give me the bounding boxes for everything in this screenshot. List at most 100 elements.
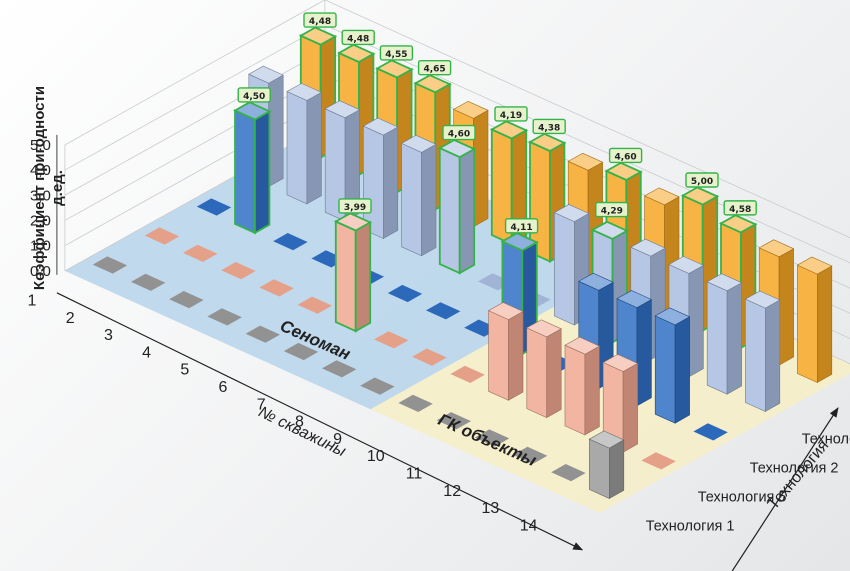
bar-w6-t4-side <box>458 147 476 275</box>
value-tag-8 <box>494 106 528 122</box>
tech-tick-label-3: Технология 2 <box>750 461 839 477</box>
bar-w3-t4-top <box>324 100 361 119</box>
bar-w2-t4-face <box>286 91 308 205</box>
gridline-back-4 <box>324 24 850 264</box>
well-tick-label-13: 13 <box>482 500 500 517</box>
value-label-3: 4,55 <box>385 50 407 60</box>
y-tick-label-4: 4,0 <box>30 162 51 179</box>
floor-marker-w14-t2 <box>641 452 676 470</box>
well-tick-label-5: 5 <box>180 362 189 379</box>
bar-w14-t4-side <box>764 299 781 413</box>
bar-w14-t1-face <box>589 438 610 499</box>
value-label-12: 4,29 <box>601 207 623 217</box>
bar-w13-t2-top <box>602 354 639 372</box>
floor-marker-w7-t2 <box>374 331 409 349</box>
value-label-9: 4,11 <box>510 223 532 233</box>
y-tick-label-5: 5,0 <box>30 137 51 154</box>
bar-w14-t5-top <box>796 256 833 275</box>
bar-w3-t5-top <box>375 59 414 79</box>
floor-marker-w4-t2 <box>259 279 294 297</box>
value-tag-6 <box>338 198 372 214</box>
well-tick-label-2: 2 <box>66 310 75 327</box>
value-label-2: 4,48 <box>347 34 369 44</box>
value-tag-10 <box>532 118 566 135</box>
bar-w9-t4-face <box>554 212 575 326</box>
value-tag-9 <box>504 218 539 234</box>
bar-w11-t4-top <box>630 238 666 257</box>
bar-w11-t2-side <box>546 328 562 419</box>
bar-w5-t4-face <box>401 142 422 257</box>
bar-w14-t5-side <box>816 265 833 384</box>
bar-w11-t2-face <box>526 327 548 419</box>
value-label-7: 4,60 <box>448 130 470 140</box>
bar-w6-t4-top <box>437 138 477 159</box>
gridline-side-4 <box>64 24 326 171</box>
floor-marker-w3-t3 <box>273 233 308 251</box>
value-tag-12 <box>595 201 629 218</box>
y-tick-label-3: 3,0 <box>30 187 51 204</box>
gridline-side-5 <box>64 0 326 146</box>
floor-marker-w2-t1 <box>131 273 166 291</box>
value-label-8: 4,19 <box>500 111 522 121</box>
bar-w2-t4-side <box>306 91 322 205</box>
value-label-4: 4,65 <box>423 65 445 75</box>
value-tag-1 <box>303 12 337 28</box>
bar-w12-t2-top <box>564 336 601 355</box>
bar-w2-t3-face <box>234 109 256 235</box>
bar-w2-t3-top <box>233 101 272 121</box>
floor-marker-w1-t1 <box>92 256 128 274</box>
well-axis-arrow <box>56 292 584 551</box>
bar-w10-t2-side <box>508 310 524 401</box>
bar-w4-t5-top <box>413 74 452 94</box>
floor-marker-w12-t1 <box>513 446 548 464</box>
floor-marker-w1-t3 <box>196 198 232 216</box>
bar-w6-t2-top <box>333 212 373 232</box>
value-label-10: 4,38 <box>538 123 560 133</box>
floor-marker-w8-t1 <box>360 377 395 395</box>
bar-w12-t4-top <box>668 256 705 274</box>
y-tick-label-2: 2,0 <box>30 212 51 229</box>
floor-marker-w9-t2 <box>450 365 485 383</box>
bar-w13-t3-side <box>674 316 690 424</box>
well-tick-label-7: 7 <box>257 396 266 413</box>
floor-marker-w3-t2 <box>221 262 256 280</box>
bar-w14-t4-face <box>745 298 766 412</box>
well-tick-label-9: 9 <box>333 431 342 448</box>
bar-w13-t5-top <box>758 239 795 258</box>
bar-w13-t3-top <box>654 307 691 326</box>
bar-w1-t4-top <box>248 65 284 84</box>
bar-w11-t3-top <box>578 272 614 291</box>
bar-w14-t1-top <box>588 430 625 449</box>
well-tick-label-1: 1 <box>28 293 37 310</box>
bar-w13-t3-face <box>654 315 676 424</box>
gridline-back-5 <box>324 0 850 239</box>
well-tick-label-12: 12 <box>443 483 461 500</box>
bar-w12-t3-top <box>616 290 653 308</box>
value-label-1: 4,48 <box>309 17 331 27</box>
bar-w2-t5-top <box>337 43 376 64</box>
well-tick-label-8: 8 <box>295 414 304 431</box>
value-label-11: 4,60 <box>614 152 636 162</box>
well-tick-label-6: 6 <box>219 379 228 396</box>
well-tick-label-4: 4 <box>142 344 151 361</box>
value-label-5: 4,50 <box>243 92 265 102</box>
floor-marker-w7-t1 <box>322 360 357 378</box>
bar-w13-t4-side <box>726 282 742 395</box>
bar-w11-t5-top <box>680 186 720 206</box>
bar-w1-t5-top <box>298 26 338 46</box>
bar-w12-t5-top <box>719 214 758 234</box>
bar-w10-t5-top <box>643 187 680 206</box>
tech-tick-label-4: Технология 3 <box>802 432 850 448</box>
bar-w6-t4-face <box>438 146 461 275</box>
bar-w11-t2-top <box>526 319 562 338</box>
floor-marker-w4-t1 <box>207 308 242 326</box>
bar-w5-t4-side <box>421 143 437 257</box>
value-label-6: 3,99 <box>344 203 366 213</box>
tech-tick-label-1: Технология 1 <box>646 519 735 535</box>
y-tick-label-1: 1,0 <box>30 238 51 255</box>
floor-marker-w8-t2 <box>412 348 447 366</box>
floor-marker-w11-t1 <box>474 429 510 447</box>
value-label-13: 5,00 <box>691 177 713 187</box>
value-tag-11 <box>608 147 643 164</box>
